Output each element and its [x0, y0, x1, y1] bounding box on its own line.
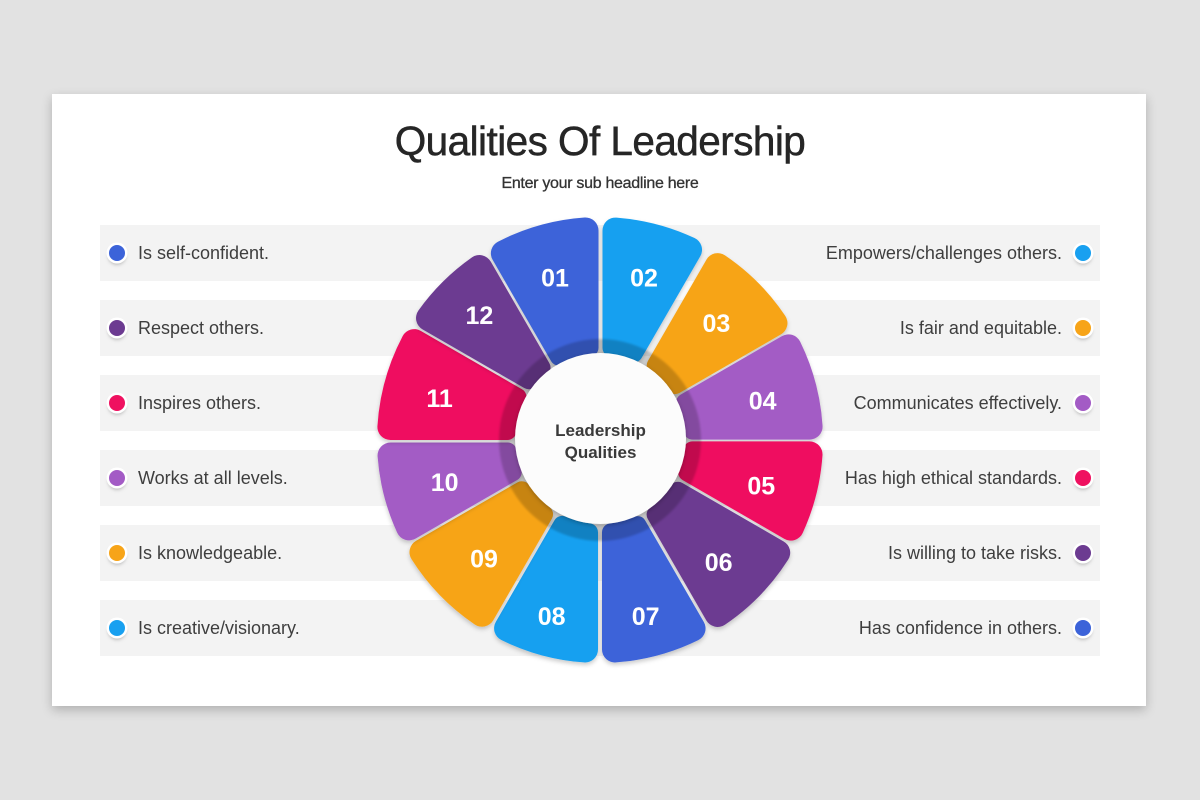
svg-text:11: 11	[426, 385, 453, 413]
svg-text:12: 12	[465, 302, 493, 330]
svg-text:02: 02	[630, 265, 658, 293]
svg-text:03: 03	[702, 310, 730, 338]
svg-text:01: 01	[541, 265, 569, 293]
svg-text:04: 04	[749, 387, 777, 415]
svg-text:05: 05	[747, 473, 775, 501]
svg-text:08: 08	[538, 603, 566, 631]
svg-text:09: 09	[470, 545, 498, 573]
svg-text:06: 06	[705, 549, 733, 577]
svg-text:07: 07	[632, 603, 660, 631]
svg-text:10: 10	[431, 469, 459, 497]
